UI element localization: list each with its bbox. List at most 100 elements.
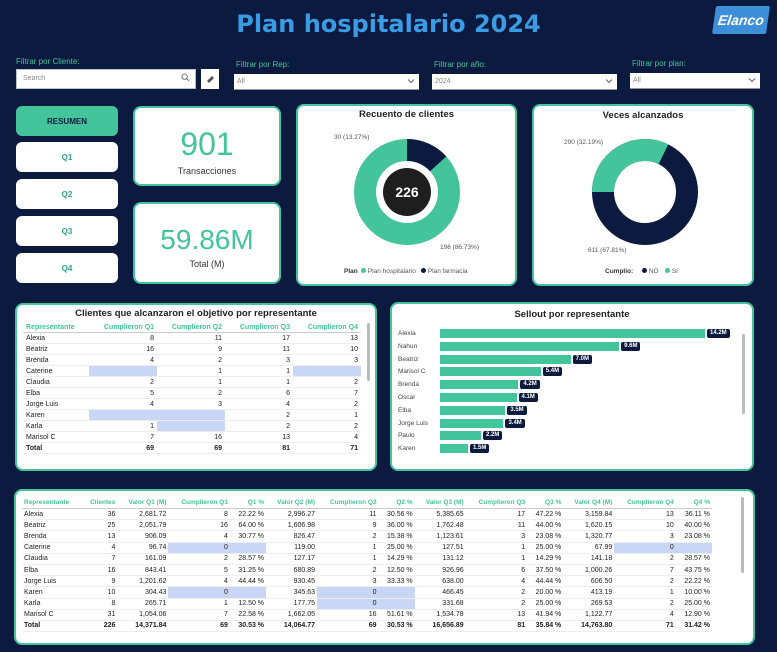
bar-row[interactable]: Beatriz 7.0M [398, 354, 738, 365]
table-row[interactable]: Brenda 13 906.09 4 30.77 % 826.47 2 15.38 % 1,12… [22, 530, 712, 543]
table-cell: 4 [614, 609, 676, 621]
scrollbar[interactable] [742, 334, 745, 414]
column-header[interactable]: Cumplieron Q4 [614, 497, 676, 509]
legend-label: Plan hospitalario [367, 268, 416, 275]
bar-category-label: Oscar [398, 394, 416, 401]
table-row[interactable]: Karen 10 304.43 0 345.63 0 466.45 2 20.00 % 413.1… [22, 586, 712, 599]
q3-button[interactable]: Q3 [16, 216, 118, 246]
table-cell [89, 365, 158, 377]
bar[interactable] [440, 431, 482, 441]
column-header[interactable]: Valor Q1 (M) [117, 497, 169, 509]
bar-row[interactable]: Paulo 2.2M [398, 430, 738, 441]
bar-row[interactable]: Brenda 4.2M [398, 379, 738, 390]
table-row[interactable]: Caterine 4 96.74 0 119.00 1 25.00 % 127.51 1 25.0… [22, 542, 712, 554]
bar[interactable] [440, 329, 705, 338]
q1-button[interactable]: Q1 [16, 142, 118, 172]
table-row[interactable]: Marisol C 7 16 13 4 [23, 431, 361, 443]
column-header[interactable]: Q2 % [378, 497, 415, 509]
table-row[interactable]: Claudia 2 1 1 2 [23, 376, 361, 388]
bar[interactable] [440, 354, 571, 364]
table-row[interactable]: Alexia 36 2,681.72 8 22.22 % 2,996.27 11 30.56 … [22, 508, 712, 521]
filter-rep-label: Filtrar por Rep: [236, 60, 290, 69]
table-row[interactable]: Alexia 8 11 17 13 [23, 332, 361, 344]
q4-button[interactable]: Q4 [16, 253, 118, 283]
column-header[interactable]: Cumplieron Q1 [168, 497, 230, 509]
bar[interactable] [440, 444, 468, 454]
bar[interactable] [440, 380, 519, 390]
table-row[interactable]: Elba 5 2 6 7 [23, 387, 361, 399]
table-cell [675, 542, 712, 554]
bar-row[interactable]: Marisol C 5.4M [398, 366, 738, 377]
table-row[interactable]: Claudia 7 161.09 2 28.57 % 127.17 1 14.29 % 131.… [22, 553, 712, 565]
table-cell: 1,000.26 [563, 564, 615, 577]
table-cell: 9 [81, 575, 118, 588]
bar[interactable] [440, 393, 517, 402]
table-cell: Elba [22, 564, 82, 577]
column-header[interactable]: Valor Q4 (M) [563, 497, 615, 509]
column-header[interactable]: Representante [22, 497, 82, 509]
clear-filter-button[interactable] [201, 69, 219, 89]
table-cell: 31 [81, 609, 118, 621]
table-row[interactable]: Karla 1 2 2 [23, 420, 361, 432]
table-row[interactable]: Jorge Luis 9 1,201.62 4 44.44 % 930.45 3 33.33 … [22, 575, 712, 588]
q2-button[interactable]: Q2 [16, 179, 118, 209]
plan-dropdown[interactable]: All [630, 73, 760, 89]
rep-dropdown[interactable]: All [234, 74, 419, 90]
bar[interactable] [440, 405, 506, 415]
column-header[interactable]: Valor Q3 (M) [414, 497, 466, 509]
table-cell: Karla [23, 420, 90, 432]
bar-row[interactable]: Nahun 9.6M [398, 341, 738, 352]
column-header[interactable]: Valor Q2 (M) [266, 497, 318, 509]
bar[interactable] [440, 341, 620, 351]
table-row[interactable]: Brenda 4 2 3 3 [23, 354, 361, 366]
column-header[interactable]: Cumplieron Q2 [317, 497, 379, 509]
table-row[interactable]: Beatriz 25 2,051.79 16 64.00 % 1,606.98 9 36.00… [22, 519, 712, 532]
column-header[interactable]: Cumplieron Q3 [465, 497, 528, 509]
column-header[interactable]: Clientes [81, 497, 118, 509]
table-row[interactable]: Karla 8 265.71 1 12.50 % 177.75 0 331.68 2 25.00 … [22, 598, 712, 610]
column-header[interactable]: Q3 % [527, 497, 564, 509]
table-cell: 17 [225, 332, 293, 344]
bar-row[interactable]: Karen 1.5M [398, 443, 738, 454]
bar-row[interactable]: Alexia 14.2M [398, 328, 738, 339]
table-cell: 20.00 % [527, 586, 564, 599]
legend-label: NO [648, 268, 659, 275]
bar[interactable] [440, 367, 541, 377]
table-cell: 6 [225, 387, 293, 399]
resumen-button[interactable]: RESUMEN [16, 106, 118, 136]
scrollbar[interactable] [367, 323, 370, 381]
table-cell: 1 [157, 365, 226, 377]
table-row[interactable]: Marisol C 31 1,054.06 7 22.58 % 1,662.05 16 51.… [22, 609, 712, 621]
bar-category-label: Marisol C [398, 368, 426, 376]
bar-value-label: 7.0M [572, 354, 592, 364]
bar-row[interactable]: Oscar 4.1M [398, 392, 738, 403]
column-header[interactable]: Representante [23, 323, 90, 333]
table-cell: 265.71 [117, 598, 169, 610]
total-cell: 14,763.80 [563, 619, 615, 633]
bar-value-label: 3.4M [505, 418, 525, 428]
bar-category-label: Alexia [398, 330, 416, 337]
column-header[interactable]: Q4 % [675, 497, 712, 509]
column-header[interactable]: Cumplieron Q4 [293, 323, 361, 333]
bar-row[interactable]: Jorge Luis 3.4M [398, 418, 738, 429]
column-header[interactable]: Cumplieron Q1 [89, 323, 158, 333]
table-cell: 5 [168, 564, 230, 577]
table-row[interactable]: Elba 16 843.41 5 31.25 % 680.89 2 12.50 % 926.96… [22, 564, 712, 577]
table-row[interactable]: Jorge Luis 4 3 4 2 [23, 398, 361, 410]
bar[interactable] [440, 418, 504, 428]
cliente-search-input[interactable]: Search [16, 69, 196, 89]
anio-dropdown[interactable]: 2024 [432, 74, 617, 90]
page-title: Plan hospitalario 2024 [236, 10, 541, 38]
column-header[interactable]: Cumplieron Q2 [157, 323, 226, 333]
bar-row[interactable]: Elba 3.5M [398, 405, 738, 416]
bar-category-label: Beatriz [398, 355, 419, 363]
table-row[interactable]: Caterine 1 1 [23, 365, 361, 377]
table-cell: Jorge Luis [22, 575, 82, 588]
table-row[interactable]: Karen 2 1 [23, 409, 361, 421]
scrollbar[interactable] [741, 497, 744, 573]
table-cell: 606.50 [563, 575, 615, 588]
column-header[interactable]: Cumplieron Q3 [225, 323, 293, 333]
clientes-table-card: Clientes que alcanzaron el objetivo por … [15, 303, 377, 471]
table-row[interactable]: Beatriz 16 9 11 10 [23, 343, 361, 355]
column-header[interactable]: Q1 % [229, 497, 267, 509]
